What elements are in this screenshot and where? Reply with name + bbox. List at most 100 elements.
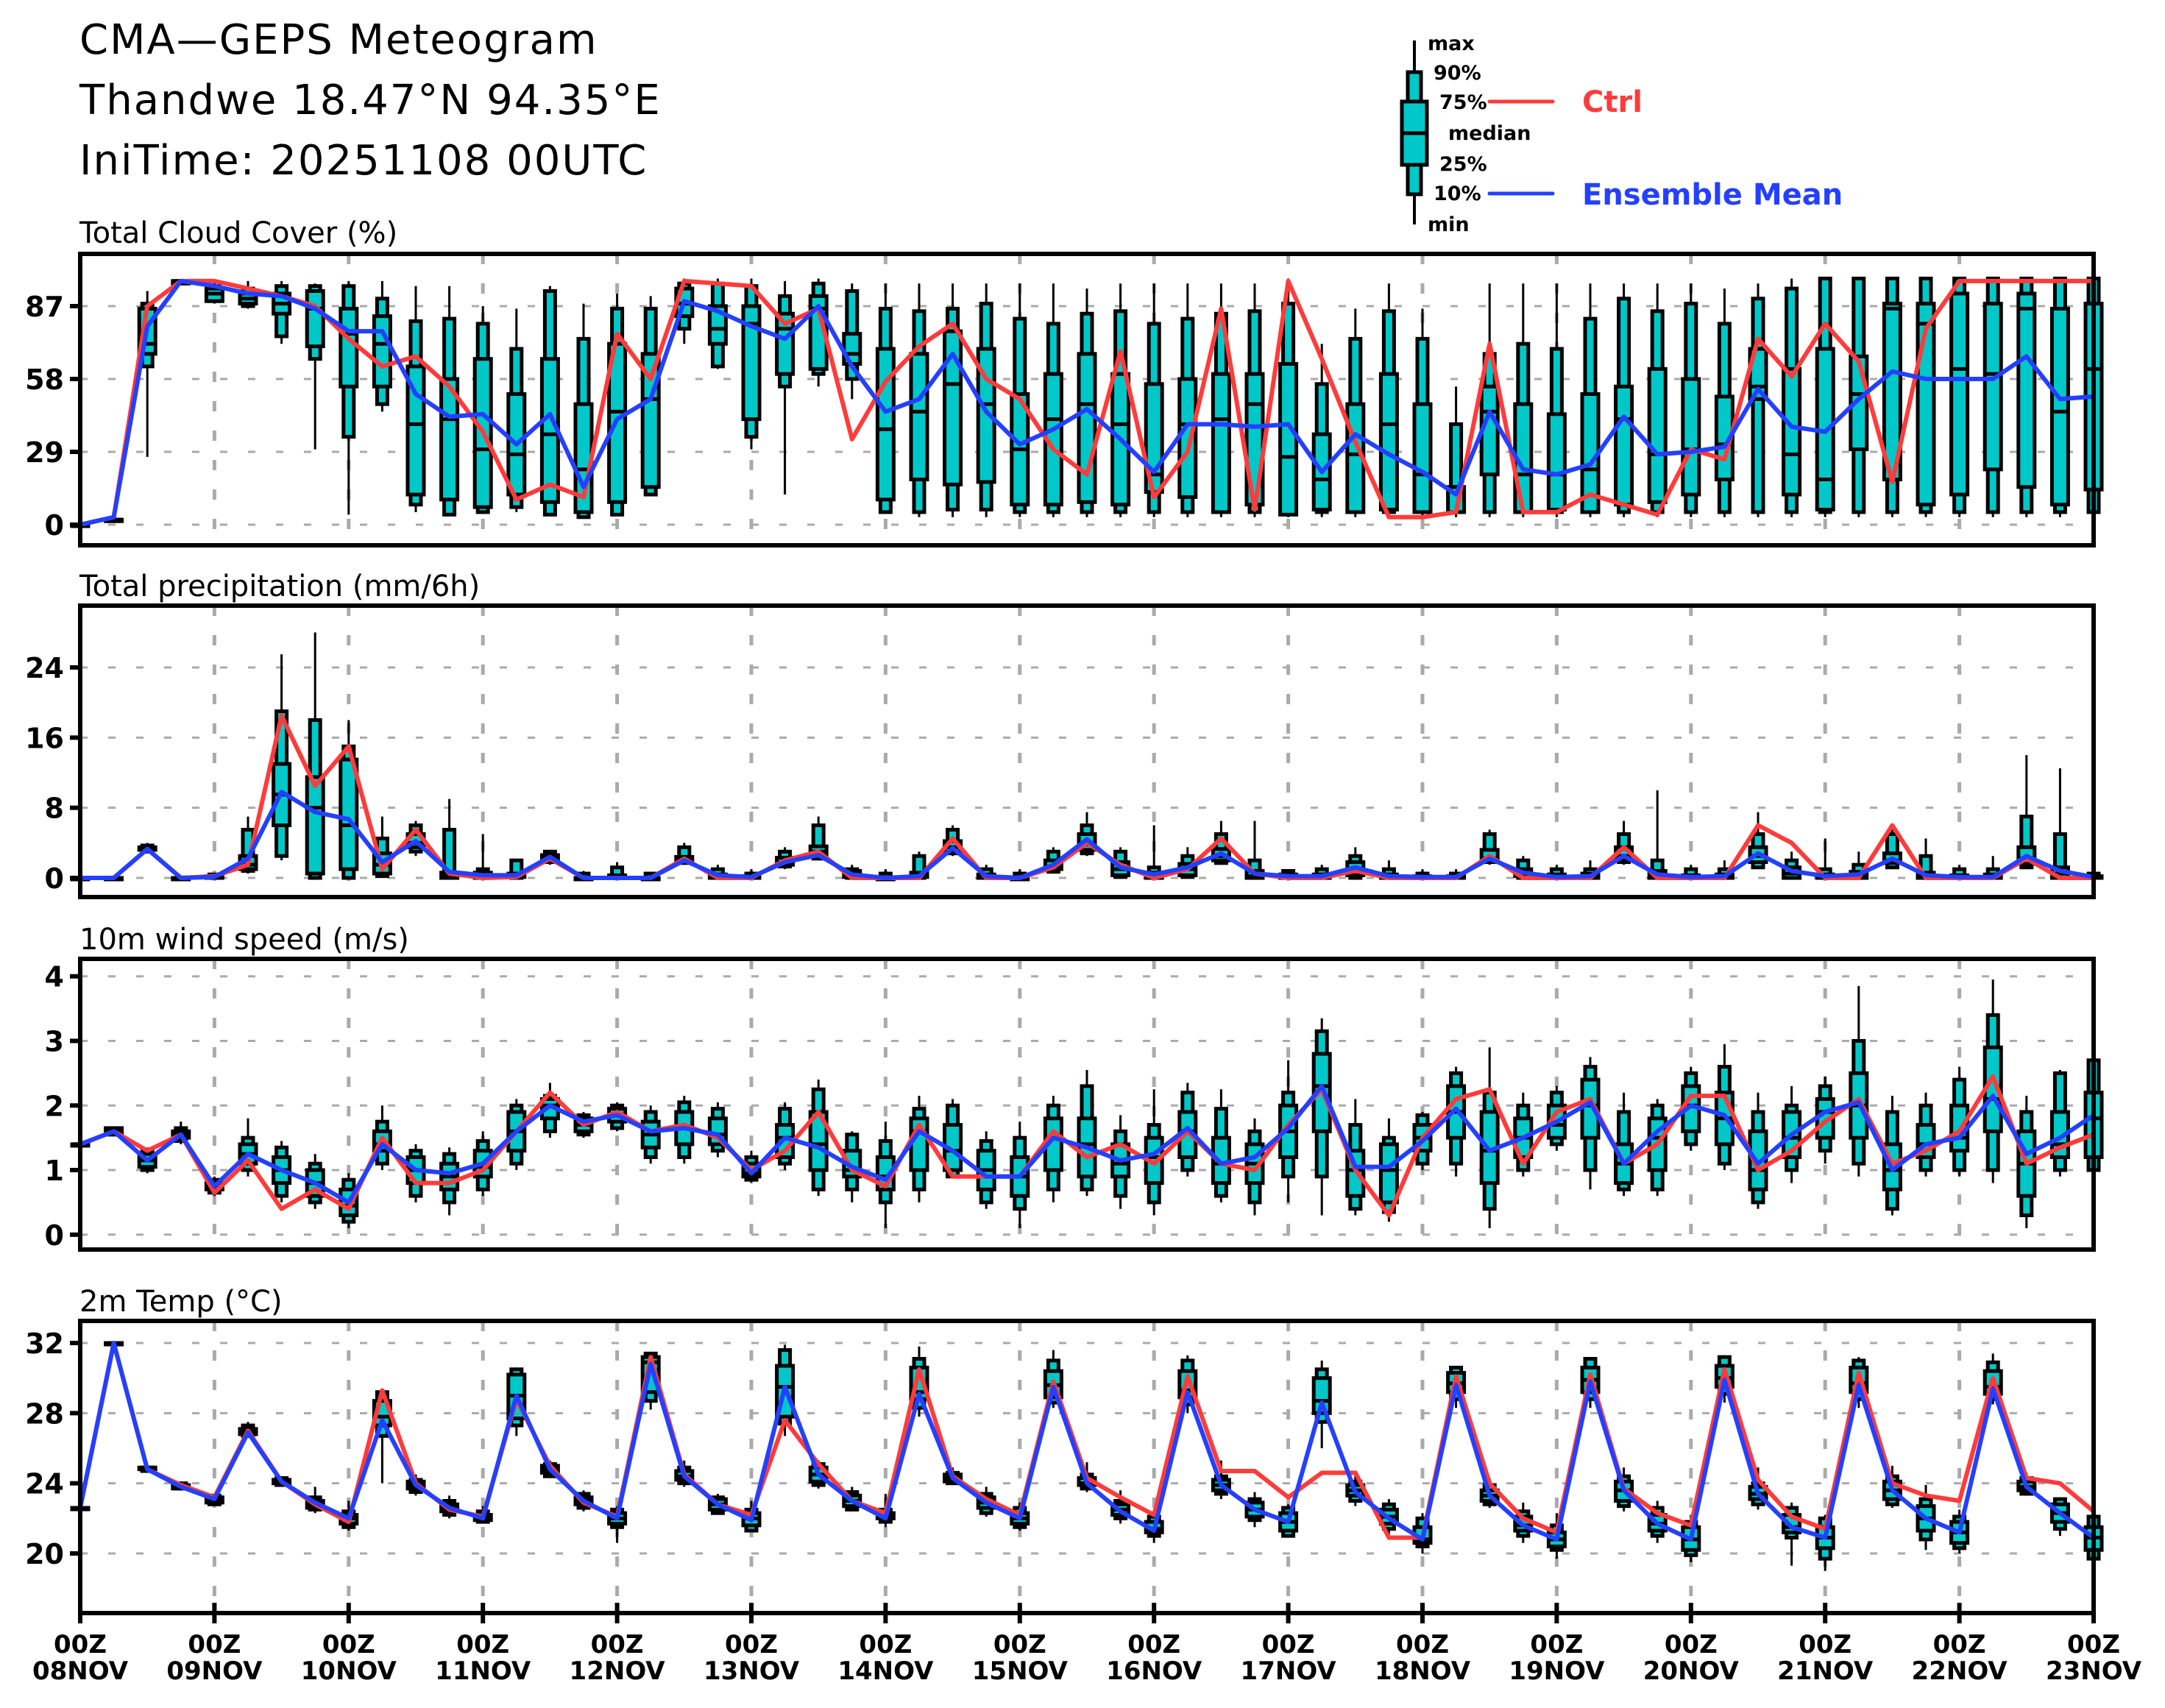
box-59 [2049,768,2070,880]
box-59 [2049,1069,2070,1177]
box-58 [2016,755,2037,870]
legend-box-icon [1400,40,1429,224]
box-23 [842,283,862,400]
x-tick-hour: 00Z [456,1630,509,1659]
box-31 [1110,283,1131,517]
p25-p75-box [909,352,929,482]
ctrl-line [79,1074,2095,1218]
x-tick-date: 14NOV [837,1656,934,1686]
legend-min-label: min [1428,213,1470,236]
ctrl-line [79,278,2094,527]
box-22 [808,1080,829,1197]
box-57 [1982,276,2003,517]
box-30 [1077,1069,1097,1197]
box-26 [943,283,963,517]
panel-2: Total precipitation (mm/6h) 0 8 16 24 [25,570,2104,899]
box-8 [339,720,359,880]
box-41 [1446,386,1467,517]
x-tick-hour: 00Z [1530,1630,1583,1659]
y-tick-label: 0 [45,509,64,542]
box-35 [1244,283,1265,517]
x-tick-hour: 00Z [1262,1630,1315,1659]
box-56 [1949,276,1970,517]
box-29 [1043,1096,1063,1202]
boxplots [70,1341,2104,1571]
panel-4: 2m Temp (°C) 20 24 28 32 [25,1285,2104,1615]
box-36 [1278,278,1299,517]
panel-frame [78,603,2096,899]
box-42 [1479,283,1500,517]
panel-title: Total precipitation (mm/6h) [79,570,480,603]
box-40 [1412,308,1433,517]
panel-1: Total Cloud Cover (%) 0 29 58 87 [25,216,2104,548]
box-8 [339,280,359,515]
box-6 [272,280,292,344]
ensemble-mean-line [79,1083,2095,1205]
panel-title: 10m wind speed (m/s) [79,923,409,957]
p25-p75-box [707,304,728,346]
box-54 [1882,276,1902,517]
p25-p75-box [1949,291,1970,497]
box-11 [439,286,460,517]
p25-p75-box [1378,372,1399,512]
ctrl-line [80,713,2094,880]
x-tick-hour: 00Z [2067,1630,2120,1659]
box-41 [1446,1066,1467,1177]
box-10 [405,286,426,512]
x-tick-date: 12NOV [570,1656,666,1686]
p25-p75-box [1681,377,1701,497]
box-24 [875,283,896,514]
box-55 [1916,1092,1936,1177]
p25-p75-box [1278,362,1299,517]
panel-3: 10m wind speed (m/s) 0 1 2 3 4 [45,923,2104,1252]
p25-p75-box [305,775,325,876]
box-16 [607,862,628,880]
panel-title: 2m Temp (°C) [79,1285,283,1319]
p25-p75-box [2016,291,2037,489]
box-25 [909,283,929,517]
ensemble-mean-line [80,790,2094,880]
p25-p75-box [1177,377,1198,499]
box-58 [2016,276,2037,517]
panel-frame [78,957,2096,1252]
y-tick-label: 32 [25,1328,64,1360]
box-52 [1815,276,1835,517]
y-tick-label: 0 [45,862,64,895]
box-32 [1144,825,1164,880]
x-tick-date: 21NOV [1777,1656,1874,1686]
legend-median-label: median [1448,122,1531,145]
box-12 [472,306,493,514]
p25-p75-box [1378,1142,1399,1205]
legend-p10-label: 10% [1434,183,1481,205]
ensemble-mean-line [78,1341,2095,1542]
x-tick-date: 11NOV [435,1656,531,1686]
box-29 [1043,283,1063,517]
box-51 [1782,278,1802,517]
box-9 [372,280,392,412]
p25-p75-box [1211,372,1231,514]
y-tick-label: 24 [25,1468,64,1500]
p25-p75-box [1614,384,1634,507]
p25-p75-box [1311,1376,1332,1415]
ensemble-mean-line [79,278,2094,527]
y-tick-label: 16 [25,722,64,754]
box-37 [1311,1018,1332,1216]
boxplots [70,979,2104,1229]
x-tick-date: 15NOV [972,1656,1069,1686]
y-tick-label: 0 [45,1219,64,1252]
box-16 [607,293,628,517]
p10-p90-box [1751,297,1765,514]
y-tick-label: 58 [25,364,64,396]
box-21 [775,280,796,495]
p25-p75-box [741,304,762,422]
p25-p75-box [1782,366,1802,497]
x-tick-date: 18NOV [1375,1656,1471,1686]
p25-p75-box [305,289,325,349]
box-49 [1714,288,1735,517]
x-tick-hour: 00Z [1799,1630,1852,1659]
box-39 [1378,1118,1399,1222]
box-20 [741,278,762,450]
x-tick-hour: 00Z [54,1630,107,1659]
box-48 [1681,283,1701,517]
